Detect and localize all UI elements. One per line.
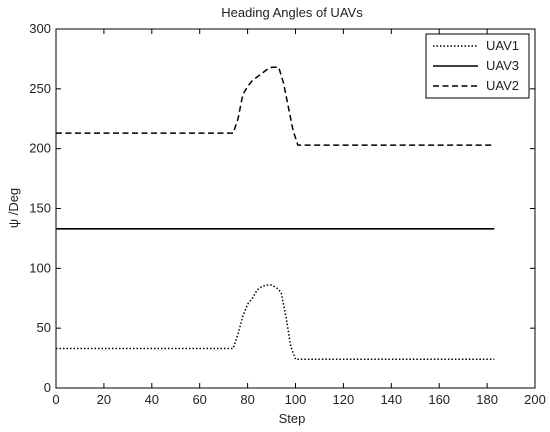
x-tick-label: 180: [476, 392, 498, 407]
chart-title: Heading Angles of UAVs: [221, 5, 363, 20]
y-tick-label: 100: [29, 260, 51, 275]
legend-label-uav2: UAV2: [486, 78, 519, 93]
x-axis-label: Step: [279, 411, 306, 426]
x-tick-label: 160: [428, 392, 450, 407]
x-tick-label: 0: [52, 392, 59, 407]
y-tick-label: 200: [29, 141, 51, 156]
x-tick-label: 60: [192, 392, 206, 407]
x-tick-label: 100: [285, 392, 307, 407]
x-axis: 0 20 40 60 80 100 120 140 160 180 200: [52, 29, 546, 407]
series-line-uav2: [56, 66, 495, 146]
x-tick-label: 200: [524, 392, 546, 407]
x-tick-label: 40: [145, 392, 159, 407]
y-tick-label: 300: [29, 21, 51, 36]
y-tick-label: 150: [29, 201, 51, 216]
legend-label-uav3: UAV3: [486, 58, 519, 73]
x-tick-label: 120: [333, 392, 355, 407]
y-axis-label: ψ /Deg: [6, 188, 21, 228]
x-tick-label: 80: [240, 392, 254, 407]
x-tick-label: 140: [380, 392, 402, 407]
y-tick-label: 0: [44, 380, 51, 395]
y-axis: 0 50 100 150 200 250 300: [29, 21, 535, 395]
series-line-uav1: [56, 284, 495, 361]
x-tick-label: 20: [97, 392, 111, 407]
y-tick-label: 250: [29, 81, 51, 96]
legend: UAV1 UAV3 UAV2: [425, 33, 530, 99]
y-tick-label: 50: [37, 320, 51, 335]
legend-label-uav1: UAV1: [486, 38, 519, 53]
series-lines: [56, 66, 495, 361]
